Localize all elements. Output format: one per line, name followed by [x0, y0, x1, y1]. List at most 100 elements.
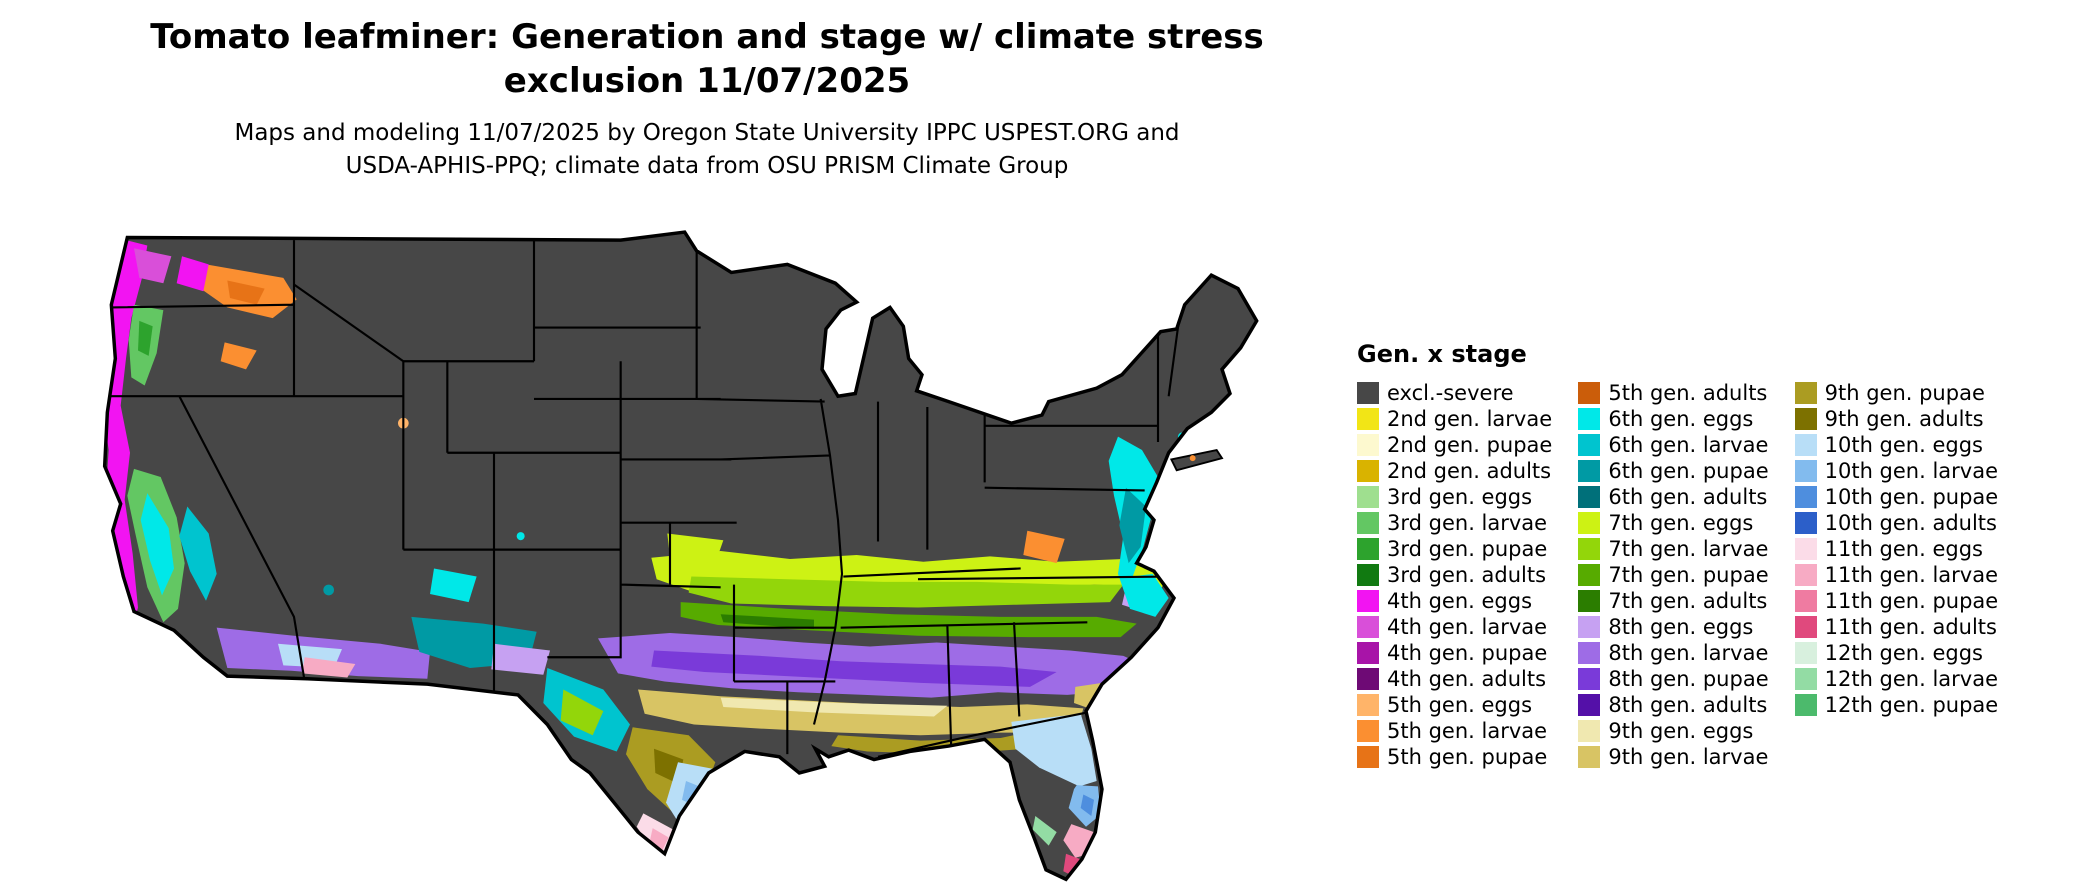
legend-swatch	[1357, 642, 1379, 664]
legend-row: 7th gen. pupae	[1578, 562, 1769, 588]
map-region	[651, 650, 1057, 687]
legend-row: 5th gen. pupae	[1357, 744, 1552, 770]
legend-swatch	[1357, 408, 1379, 430]
legend-swatch	[1794, 538, 1817, 560]
map-region	[560, 689, 604, 736]
legend-swatch	[1794, 642, 1817, 664]
legend-row: 9th gen. adults	[1794, 406, 1999, 432]
legend-swatch	[1578, 486, 1601, 508]
legend-swatch	[1357, 616, 1379, 638]
legend-label: 4th gen. pupae	[1387, 641, 1548, 665]
legend-label: 3rd gen. larvae	[1387, 511, 1548, 535]
map-region	[720, 614, 814, 630]
legend-row: 11th gen. pupae	[1794, 588, 1998, 614]
legend-column: 5th gen. adults 6th gen. eggs 6th gen. lar…	[1578, 380, 1769, 770]
legend-swatch	[1578, 694, 1601, 716]
map-region	[220, 342, 257, 370]
legend-swatch	[1578, 616, 1601, 638]
legend-row: 3rd gen. pupae	[1357, 536, 1552, 562]
legend-row: 8th gen. pupae	[1578, 666, 1769, 692]
legend-row: 4th gen. eggs	[1357, 588, 1552, 614]
legend-label: 7th gen. adults	[1608, 589, 1768, 613]
legend-swatch	[1357, 382, 1379, 404]
legend-column: excl.-severe 2nd gen. larvae 2nd gen. pupa…	[1357, 380, 1552, 770]
legend-label: 2nd gen. larvae	[1387, 407, 1553, 431]
legend-row: 4th gen. pupae	[1357, 640, 1552, 666]
map-attribution: Maps and modeling 11/07/2025 by Oregon S…	[0, 117, 1414, 184]
us-map-svg	[102, 230, 1259, 882]
map-region	[1011, 713, 1097, 787]
legend-row: 7th gen. eggs	[1578, 510, 1768, 536]
legend-swatch	[1357, 590, 1379, 612]
legend-row: 3rd gen. adults	[1357, 562, 1552, 588]
legend-row: 11th gen. larvae	[1794, 562, 1999, 588]
legend-label: 11th gen. adults	[1824, 615, 1997, 639]
legend-row: 9th gen. pupae	[1794, 380, 1999, 406]
map-attribution-line2: USDA-APHIS-PPQ; climate data from OSU PR…	[345, 153, 1069, 180]
legend-swatch	[1794, 434, 1817, 456]
map-region	[227, 280, 265, 305]
legend-row: 12th gen. pupae	[1794, 692, 1998, 718]
legend-label: 3rd gen. adults	[1387, 563, 1547, 587]
legend-swatch	[1794, 668, 1817, 690]
legend-columns: excl.-severe 2nd gen. larvae 2nd gen. pupa…	[1357, 380, 1998, 770]
map-region	[1023, 530, 1065, 564]
legend-label: 3rd gen. pupae	[1387, 537, 1548, 561]
map-region	[176, 256, 209, 292]
legend-label: 5th gen. pupae	[1387, 745, 1548, 769]
legend-swatch	[1578, 590, 1601, 612]
legend-swatch	[1578, 538, 1601, 560]
legend-label: excl.-severe	[1387, 381, 1514, 405]
map-region	[720, 697, 948, 717]
legend-column: 9th gen. pupae 9th gen. adults 10th gen. e…	[1794, 380, 1999, 718]
legend-label: 8th gen. pupae	[1608, 667, 1769, 691]
legend-label: 3rd gen. eggs	[1387, 485, 1533, 509]
legend-label: 2nd gen. pupae	[1387, 433, 1553, 457]
legend-swatch	[1357, 486, 1379, 508]
legend-swatch	[1357, 694, 1379, 716]
legend-row: 12th gen. eggs	[1794, 640, 1999, 666]
legend-row: 3rd gen. eggs	[1357, 484, 1552, 510]
map-header: Tomato leafminer: Generation and stage w…	[0, 16, 1414, 184]
map-region	[516, 532, 525, 541]
map-region	[1080, 794, 1094, 817]
legend-swatch	[1578, 746, 1601, 768]
legend-swatch	[1794, 408, 1817, 430]
legend-label: 7th gen. larvae	[1608, 537, 1769, 561]
legend-label: 11th gen. larvae	[1824, 563, 1999, 587]
legend-row: 8th gen. adults	[1578, 692, 1768, 718]
map-region	[302, 657, 356, 678]
legend-row: excl.-severe	[1357, 380, 1552, 406]
legend-title: Gen. x stage	[1357, 340, 1527, 368]
legend-label: 5th gen. eggs	[1387, 693, 1533, 717]
legend-swatch	[1578, 408, 1601, 430]
map-title-line2: exclusion 11/07/2025	[503, 60, 911, 101]
legend-row: 7th gen. adults	[1578, 588, 1768, 614]
legend-label: 12th gen. larvae	[1824, 667, 1999, 691]
legend-label: 11th gen. eggs	[1824, 537, 1983, 561]
legend-row: 6th gen. pupae	[1578, 458, 1769, 484]
legend-swatch	[1794, 590, 1817, 612]
legend-swatch	[1578, 564, 1601, 586]
legend-swatch	[1357, 720, 1379, 742]
legend-label: 9th gen. pupae	[1824, 381, 1985, 405]
legend-swatch	[1578, 382, 1601, 404]
legend-label: 8th gen. eggs	[1608, 615, 1754, 639]
map-regions	[104, 232, 1257, 880]
legend-label: 5th gen. adults	[1608, 381, 1768, 405]
legend-label: 10th gen. pupae	[1824, 485, 1999, 509]
legend-swatch	[1794, 382, 1817, 404]
legend-row: 11th gen. adults	[1794, 614, 1999, 640]
map-region	[140, 493, 174, 596]
map-region	[179, 506, 217, 601]
legend-swatch	[1578, 668, 1601, 690]
legend-swatch	[1794, 486, 1817, 508]
legend-label: 6th gen. eggs	[1608, 407, 1754, 431]
legend-row: 9th gen. larvae	[1578, 744, 1768, 770]
legend-row: 5th gen. eggs	[1357, 692, 1552, 718]
legend-row: 10th gen. larvae	[1794, 458, 1999, 484]
legend-row: 5th gen. adults	[1578, 380, 1768, 406]
us-map-figure	[94, 224, 1294, 886]
map-title: Tomato leafminer: Generation and stage w…	[0, 16, 1414, 103]
map-region	[430, 568, 477, 603]
